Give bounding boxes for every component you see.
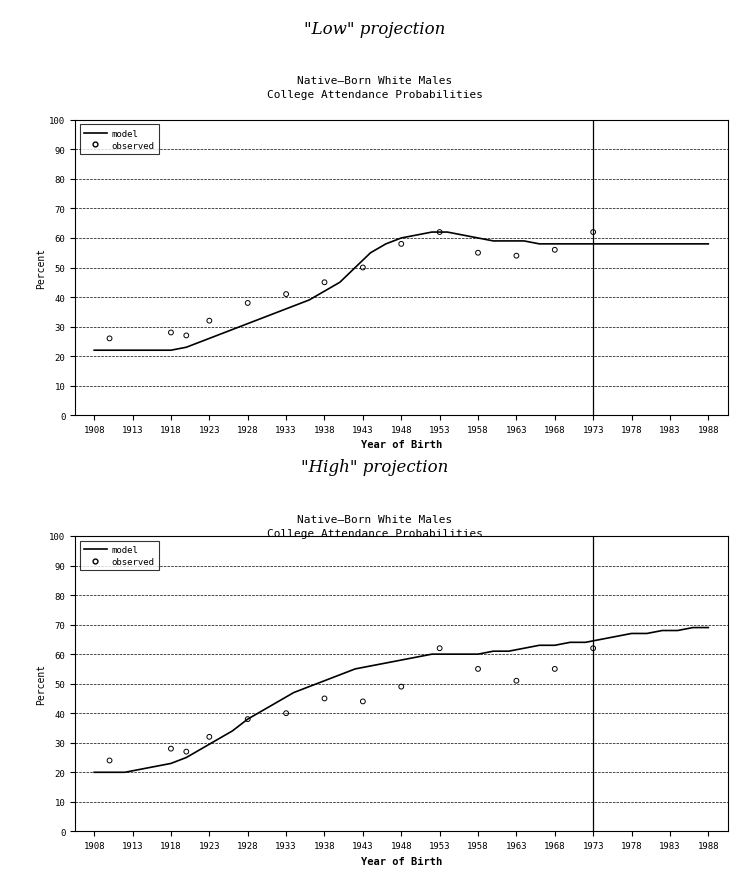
Point	[180, 745, 192, 759]
Point	[433, 225, 445, 240]
Point	[319, 692, 331, 706]
Point	[280, 706, 292, 721]
Point	[165, 742, 177, 756]
Point	[587, 641, 599, 655]
Point	[242, 297, 254, 311]
Point	[395, 238, 407, 252]
Point	[587, 225, 599, 240]
Point	[165, 326, 177, 341]
Text: Native–Born White Males
College Attendance Probabilities: Native–Born White Males College Attendan…	[267, 514, 483, 538]
Y-axis label: Percent: Percent	[36, 663, 46, 704]
Point	[242, 713, 254, 727]
Point	[511, 249, 523, 264]
Legend: model, observed: model, observed	[80, 541, 159, 570]
Point	[280, 288, 292, 302]
Point	[104, 332, 116, 346]
Point	[319, 275, 331, 290]
Point	[203, 730, 215, 744]
Point	[203, 314, 215, 328]
Point	[357, 695, 369, 709]
X-axis label: Year of Birth: Year of Birth	[361, 440, 442, 450]
Y-axis label: Percent: Percent	[36, 248, 46, 289]
Point	[549, 243, 561, 257]
Text: "High" projection: "High" projection	[302, 459, 448, 476]
Text: Native–Born White Males
College Attendance Probabilities: Native–Born White Males College Attendan…	[267, 76, 483, 100]
X-axis label: Year of Birth: Year of Birth	[361, 856, 442, 865]
Point	[472, 246, 484, 261]
Legend: model, observed: model, observed	[80, 125, 159, 155]
Point	[433, 641, 445, 655]
Point	[180, 329, 192, 343]
Point	[511, 674, 523, 688]
Point	[395, 679, 407, 694]
Point	[472, 662, 484, 676]
Point	[104, 754, 116, 768]
Point	[549, 662, 561, 676]
Point	[357, 261, 369, 275]
Text: "Low" projection: "Low" projection	[304, 21, 446, 38]
